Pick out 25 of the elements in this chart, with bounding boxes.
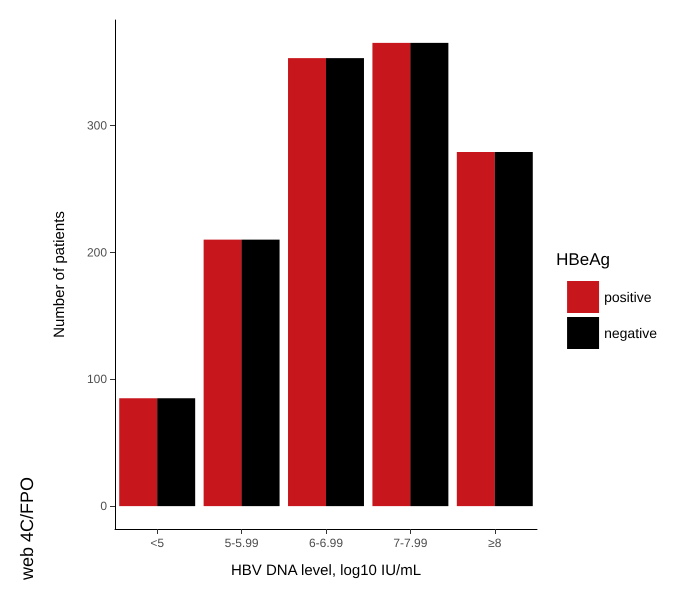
- y-tick-label: 0: [100, 499, 108, 514]
- legend-label: positive: [604, 289, 652, 305]
- bar: [288, 58, 326, 506]
- bar: [456, 152, 495, 506]
- x-axis-title: HBV DNA level, log10 IU/mL: [230, 562, 422, 579]
- x-tick-label: <5: [150, 536, 164, 550]
- bar: [157, 398, 196, 506]
- x-tick-label: 6-6.99: [308, 536, 344, 550]
- bar: [326, 58, 364, 506]
- bar: [242, 240, 280, 506]
- bar: [410, 42, 448, 506]
- bar: [494, 152, 533, 506]
- legend-title: HBeAg: [556, 250, 610, 269]
- y-tick-label: 100: [86, 372, 108, 386]
- legend-label: negative: [604, 325, 658, 341]
- bar: [119, 398, 158, 506]
- y-axis-title: Number of patients: [51, 211, 68, 338]
- x-tick-label: 7-7.99: [393, 536, 428, 550]
- bar: [204, 240, 242, 506]
- y-tick-label: 200: [86, 245, 108, 260]
- text: web 4C/FPO: [17, 476, 37, 581]
- bar: [372, 42, 410, 506]
- x-tick-label: 5-5.99: [224, 536, 259, 550]
- x-tick-label: ≥8: [488, 536, 502, 550]
- y-tick-label: 300: [86, 118, 108, 132]
